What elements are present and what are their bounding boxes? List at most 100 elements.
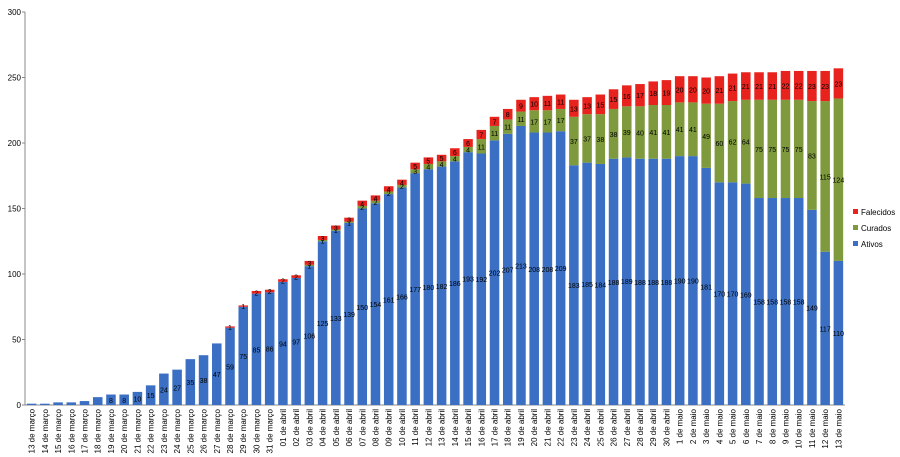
bar-segment [529, 110, 539, 133]
bar-segment [674, 76, 685, 103]
data-label: 1 [321, 239, 325, 246]
data-label: 192 [475, 277, 487, 284]
x-tick-label: 24 de março [173, 408, 182, 453]
y-tick-label: 50 [12, 336, 21, 345]
bar-segment [608, 89, 619, 109]
x-tick-label: 13 de abril [438, 409, 447, 447]
bar-segment [635, 84, 645, 107]
data-label: 166 [396, 294, 408, 301]
bar-segment [410, 162, 420, 170]
data-label: 106 [304, 334, 316, 341]
data-label: 182 [436, 284, 448, 291]
x-tick-label: 13 de maio [834, 408, 843, 448]
data-label: 181 [700, 284, 712, 291]
data-label: 180 [423, 285, 435, 292]
data-label: 170 [727, 292, 739, 299]
bar-segment [40, 403, 50, 405]
bar-segment [741, 183, 751, 405]
bar-segment [278, 281, 288, 405]
data-label: 21 [729, 85, 737, 92]
bar-segment [106, 394, 116, 405]
x-tick-label: 6 de maio [742, 408, 751, 444]
bar-segment [291, 275, 301, 278]
x-tick-label: 1 de maio [676, 408, 685, 444]
data-label: 8 [122, 398, 126, 405]
x-tick-label: 26 de março [200, 408, 209, 453]
bar-segment [648, 105, 658, 159]
data-label: 24 [160, 387, 168, 394]
bar-segment [159, 373, 169, 405]
data-label: 17 [636, 93, 644, 100]
bar-segment [397, 184, 407, 188]
bar-segment [595, 163, 606, 405]
x-tick-label: 10 de maio [795, 408, 804, 448]
legend-label: Curados [861, 224, 891, 233]
bar-segment [555, 108, 566, 132]
bar-segment [635, 158, 645, 405]
bar-segment [410, 169, 420, 174]
x-tick-label: 16 de março [67, 408, 76, 453]
data-label: 139 [343, 312, 355, 319]
bar-segment [622, 106, 632, 158]
data-label: 170 [714, 292, 726, 299]
data-label: 125 [317, 321, 329, 328]
data-label: 75 [795, 147, 803, 154]
bar-segment [569, 99, 579, 117]
x-tick-label: 17 de abril [491, 409, 500, 447]
x-tick-label: 01 de abril [279, 409, 288, 447]
bar-segment [463, 152, 473, 405]
x-tick-label: 21 de março [133, 408, 142, 453]
x-tick-label: 15 de abril [464, 409, 473, 447]
data-label: 193 [462, 277, 474, 284]
bar-segment [701, 167, 711, 405]
bar-segment [727, 73, 738, 102]
bar-segment [331, 229, 341, 231]
data-label: 2 [294, 275, 298, 282]
data-label: 37 [583, 136, 591, 143]
x-tick-label: 20 de abril [530, 409, 539, 447]
data-label: 4 [400, 180, 404, 187]
data-label: 3 [307, 261, 311, 268]
legend-swatch [853, 209, 858, 214]
data-label: 190 [674, 279, 686, 286]
bar-segment [317, 239, 328, 242]
bar-segment [317, 236, 328, 240]
bar-segment [410, 173, 420, 405]
data-label: 17 [557, 118, 565, 125]
bar-segment [370, 200, 381, 204]
data-label: 4 [360, 201, 364, 208]
bar-segment [489, 140, 500, 405]
legend-swatch [853, 241, 858, 246]
data-label: 1 [347, 220, 351, 227]
bar-segment [304, 260, 315, 265]
bar-segment [582, 114, 592, 163]
data-label: 75 [782, 147, 790, 154]
data-label: 11 [491, 131, 498, 138]
x-tick-label: 08 de abril [371, 409, 380, 447]
bar-segment [820, 70, 830, 102]
x-tick-label: 31 de março [266, 408, 275, 453]
data-label: 149 [806, 305, 818, 312]
y-tick-label: 200 [8, 139, 22, 148]
bar-segment [225, 327, 235, 405]
data-label: 188 [647, 280, 659, 287]
bar-segment [714, 103, 725, 183]
data-label: 27 [173, 385, 181, 392]
y-tick-label: 150 [8, 205, 22, 214]
data-label: 35 [186, 380, 194, 387]
data-label: 150 [356, 305, 368, 312]
bar-segment [727, 182, 738, 405]
data-label: 158 [780, 300, 792, 307]
data-label: 17 [544, 119, 552, 126]
x-tick-label: 02 de abril [292, 409, 301, 447]
data-label: 64 [742, 140, 750, 147]
bar-segment [741, 72, 751, 100]
x-tick-label: 30 de abril [662, 409, 671, 447]
bar-segment [595, 94, 606, 115]
x-tick-label: 9 de maio [781, 408, 790, 444]
x-tick-label: 8 de maio [768, 408, 777, 444]
bar-segment [383, 186, 394, 192]
bar-segment [661, 158, 672, 405]
bar-segment [622, 85, 632, 107]
x-tick-label: 16 de abril [477, 409, 486, 447]
